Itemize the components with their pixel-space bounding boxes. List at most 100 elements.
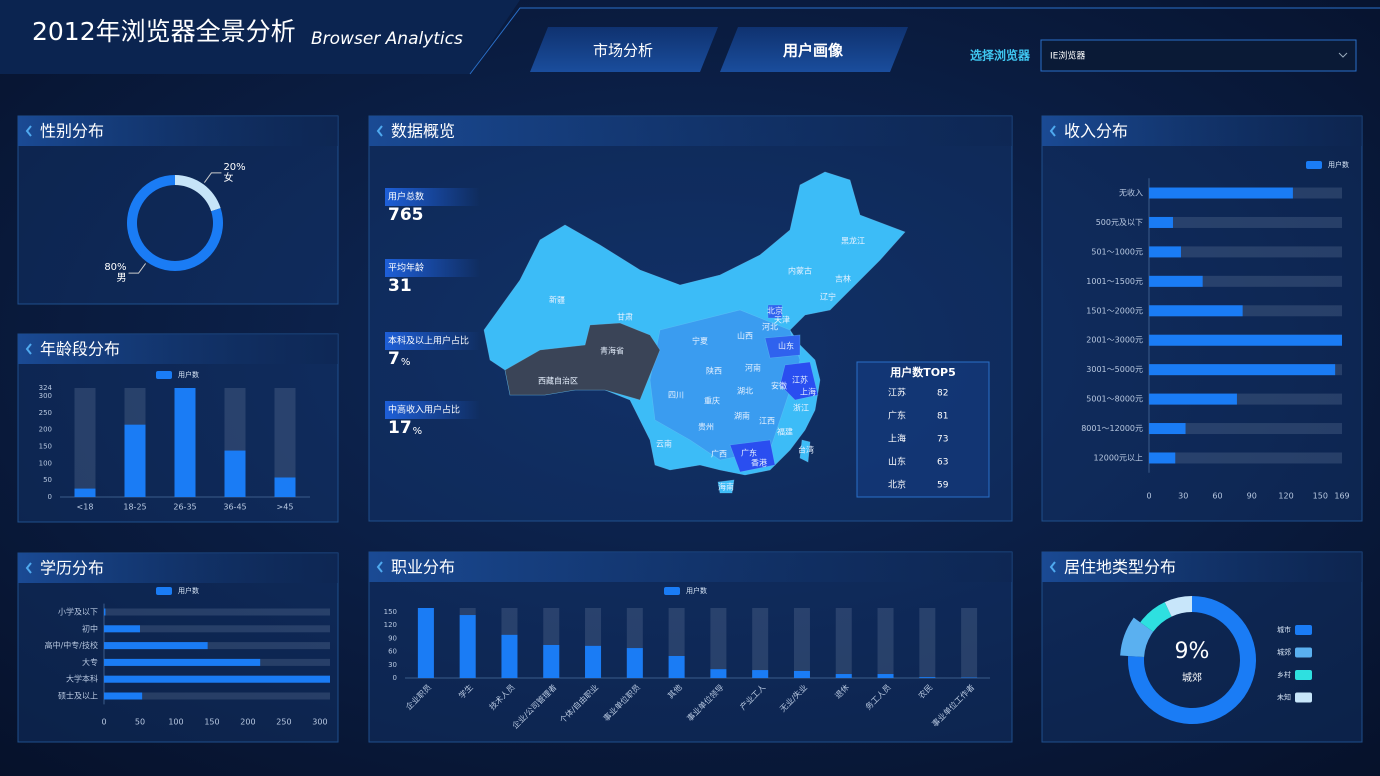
bar [104,625,140,633]
tab-label[interactable]: 市场分析 [593,42,653,60]
map-label: 湖南 [734,411,750,421]
map-region [717,479,735,494]
panel-icon [25,343,32,355]
y-tick-label: 50 [43,476,52,484]
dropdown-value[interactable]: IE浏览器 [1050,50,1085,62]
map-label: 上海 [800,387,816,397]
x-tick-label: 200 [240,718,255,727]
page-title: 2012年浏览器全景分析 [32,17,296,46]
map-label: 北京 [767,306,783,316]
category-label: 女 [223,171,233,184]
pie-slice [1140,602,1172,632]
panel-icon [376,561,383,573]
y-tick-label: 120 [384,621,397,629]
bar-track [835,608,852,678]
bar [104,675,330,683]
panel-icon [25,562,32,574]
y-tick-label: 大专 [82,657,98,667]
x-tick-label: >45 [277,503,294,512]
value-label: 80% [104,262,126,273]
y-tick-label: 初中 [82,623,98,633]
bar [104,642,208,650]
bar-track [1149,452,1342,464]
stat-badge [385,401,480,419]
legend-label: 乡村 [1277,670,1291,679]
top5-name: 广东 [888,410,906,422]
leader-line [128,263,147,274]
bar-track [1149,305,1342,317]
legend-label: 用户数 [178,370,199,379]
stat-label: 中高收入用户占比 [388,404,460,416]
tab[interactable] [530,27,718,72]
pie-slice [1164,596,1192,617]
legend-swatch [156,371,172,379]
y-tick-label: 12000元以上 [1094,453,1143,462]
bar-track [274,388,296,497]
panel-icon [25,125,32,137]
bar [104,692,143,700]
center-label: 城郊 [1182,671,1202,684]
bar-track [877,608,894,678]
panel-header [1042,116,1362,146]
map-label: 江西 [759,417,775,426]
map-label: 黑龙江 [841,236,865,246]
x-tick-label: 0 [101,718,106,727]
x-tick-label: 0 [1146,492,1151,501]
map-region [779,361,819,401]
top5-name: 上海 [888,433,906,445]
bar [1149,305,1243,317]
map-label: 辽宁 [820,292,836,302]
panel-header [18,116,338,146]
category-label: 男 [117,272,127,284]
legend-label: 用户数 [686,586,707,595]
bar [1149,452,1176,464]
bar [793,670,810,678]
panel [1041,115,1363,522]
bar [174,388,196,497]
y-tick-label: 500元及以下 [1096,218,1143,227]
bar-track [793,608,810,678]
map-region [799,439,811,463]
y-tick-label: 2001～3000元 [1086,336,1143,345]
legend-label: 用户数 [178,586,199,595]
map-region [729,439,776,473]
tab[interactable] [720,27,908,72]
bar-track [104,608,330,616]
bar [919,677,936,678]
map-region [767,304,783,319]
center-value: 9% [1175,639,1210,664]
dropdown[interactable] [1040,39,1357,72]
map-region [764,334,801,359]
panel-title: 数据概览 [391,122,455,141]
x-tick-label: 30 [1178,492,1188,501]
y-tick-label: 60 [388,648,397,656]
y-tick-label: 小学及以下 [58,607,98,617]
y-tick-label: 8001～12000元 [1081,424,1143,433]
y-tick-label: 1501～2000元 [1086,306,1143,315]
bar-track [74,388,96,497]
x-tick-label: 169 [1334,492,1349,501]
map-label: 江苏 [792,375,808,385]
map-label: 吉林 [835,274,851,284]
bar [835,674,852,678]
tab-label[interactable]: 用户画像 [783,42,844,60]
x-tick-label: 100 [168,718,183,727]
bar-track [1149,275,1342,287]
y-tick-label: 300 [39,392,52,400]
bar [710,669,727,678]
legend-swatch [1295,692,1312,703]
bar [501,634,518,678]
dropdown-arrow[interactable] [1338,52,1348,58]
map-label: 陕西 [706,366,722,376]
x-tick-label: 36-45 [223,503,246,512]
y-tick-label: 3001～5000元 [1086,365,1143,374]
panel-title: 性别分布 [40,122,104,141]
x-tick-label: 150 [204,718,219,727]
header-line [469,7,1380,75]
x-tick-label: 150 [1313,492,1328,501]
bar-track [919,608,936,678]
panel-title: 收入分布 [1064,122,1128,141]
stat-unit: % [413,426,423,437]
top5-value: 63 [937,458,948,468]
map-label: 山东 [778,341,794,351]
